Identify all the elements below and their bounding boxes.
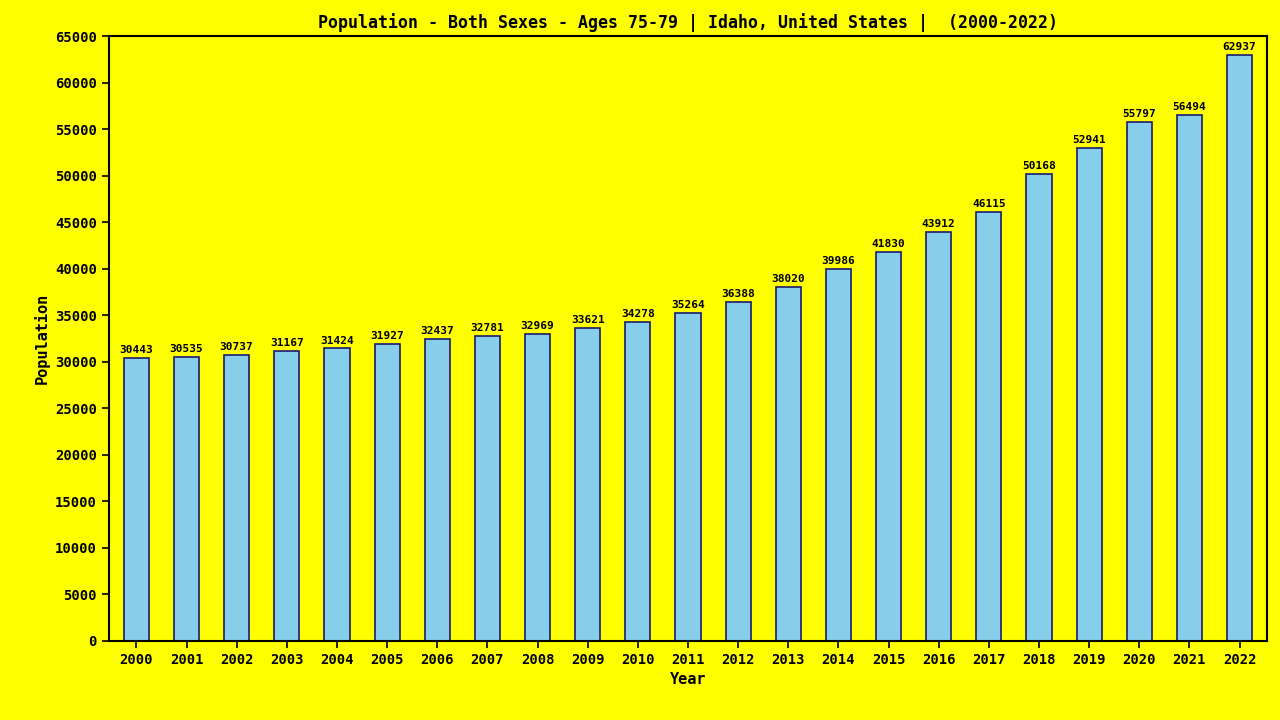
Text: 52941: 52941 bbox=[1073, 135, 1106, 145]
Bar bbox=[324, 348, 349, 641]
Bar bbox=[124, 358, 148, 641]
Bar bbox=[927, 233, 951, 641]
Bar bbox=[575, 328, 600, 641]
Text: 32781: 32781 bbox=[471, 323, 504, 333]
Text: 32969: 32969 bbox=[521, 321, 554, 331]
Bar bbox=[1126, 122, 1152, 641]
Bar bbox=[876, 251, 901, 641]
Text: 31927: 31927 bbox=[370, 331, 404, 341]
Y-axis label: Population: Population bbox=[33, 293, 50, 384]
Bar bbox=[224, 355, 250, 641]
Text: 36388: 36388 bbox=[721, 289, 755, 300]
Text: 55797: 55797 bbox=[1123, 109, 1156, 119]
Text: 32437: 32437 bbox=[420, 326, 454, 336]
Bar bbox=[1027, 174, 1052, 641]
Text: 30535: 30535 bbox=[170, 344, 204, 354]
Bar bbox=[1176, 115, 1202, 641]
Bar bbox=[676, 312, 700, 641]
Bar bbox=[525, 334, 550, 641]
Bar bbox=[475, 336, 500, 641]
Text: 31424: 31424 bbox=[320, 336, 353, 346]
Text: 38020: 38020 bbox=[772, 274, 805, 284]
Bar bbox=[977, 212, 1001, 641]
Text: 46115: 46115 bbox=[972, 199, 1006, 209]
Text: 31167: 31167 bbox=[270, 338, 303, 348]
Bar bbox=[1228, 55, 1252, 641]
Bar bbox=[274, 351, 300, 641]
Bar bbox=[626, 322, 650, 641]
Text: 41830: 41830 bbox=[872, 239, 905, 249]
Text: 39986: 39986 bbox=[822, 256, 855, 266]
Bar bbox=[826, 269, 851, 641]
Title: Population - Both Sexes - Ages 75-79 | Idaho, United States |  (2000-2022): Population - Both Sexes - Ages 75-79 | I… bbox=[317, 13, 1059, 32]
Bar bbox=[174, 356, 200, 641]
Text: 50168: 50168 bbox=[1023, 161, 1056, 171]
Bar bbox=[726, 302, 750, 641]
Bar bbox=[425, 339, 449, 641]
Text: 35264: 35264 bbox=[671, 300, 705, 310]
Bar bbox=[1076, 148, 1102, 641]
Text: 33621: 33621 bbox=[571, 315, 604, 325]
X-axis label: Year: Year bbox=[669, 672, 707, 687]
Bar bbox=[375, 343, 399, 641]
Text: 34278: 34278 bbox=[621, 309, 655, 319]
Text: 30443: 30443 bbox=[119, 345, 154, 355]
Bar bbox=[776, 287, 801, 641]
Text: 62937: 62937 bbox=[1222, 42, 1257, 53]
Text: 56494: 56494 bbox=[1172, 102, 1206, 112]
Text: 43912: 43912 bbox=[922, 220, 956, 230]
Text: 30737: 30737 bbox=[220, 342, 253, 352]
